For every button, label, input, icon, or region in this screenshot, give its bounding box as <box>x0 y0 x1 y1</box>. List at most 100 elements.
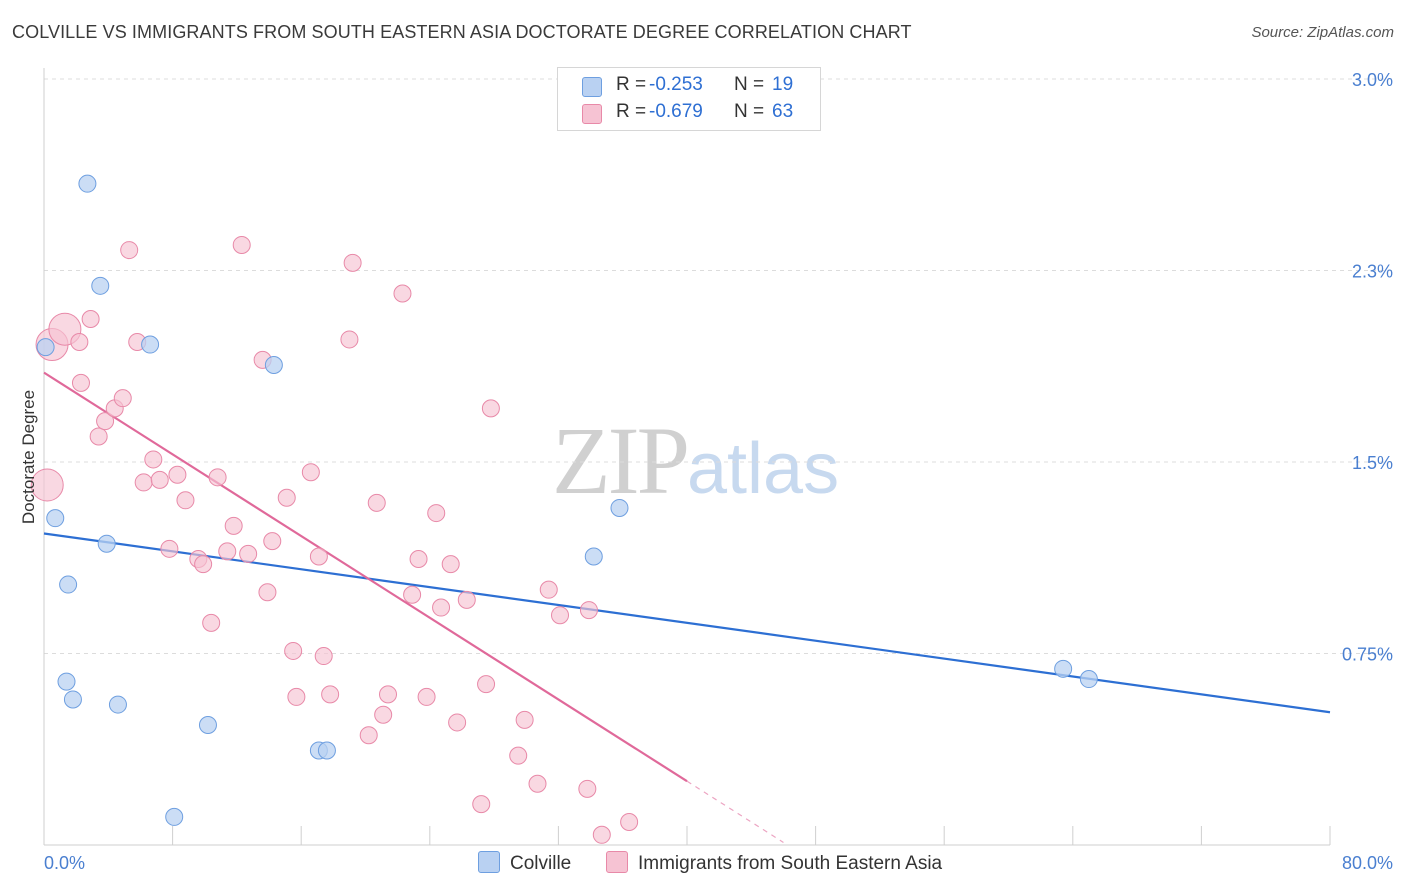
immigrants-n-value: 63 <box>772 101 794 122</box>
x-tick-label: 80.0% <box>1342 853 1393 873</box>
x-tick-labels: 0.0% 80.0% <box>44 853 1393 873</box>
immigrants-point <box>343 253 362 272</box>
colville-point <box>108 695 127 714</box>
immigrants-point <box>417 687 436 706</box>
immigrants-point <box>379 685 398 704</box>
chart-title: COLVILLE VS IMMIGRANTS FROM SOUTH EASTER… <box>12 22 912 42</box>
immigrants-point <box>592 825 611 844</box>
axes <box>43 68 1331 846</box>
colville-point <box>1079 670 1098 689</box>
stats-legend: R = -0.253 N = 19 R = -0.679 N = 63 <box>557 67 821 131</box>
colville-point <box>97 534 116 553</box>
immigrants-point <box>224 516 243 535</box>
immigrants-point <box>113 389 132 408</box>
immigrants-point <box>432 598 451 617</box>
colville-point <box>91 276 110 295</box>
immigrants-r-label: R = <box>616 101 647 122</box>
bottom-legend-immigrants: Immigrants from South Eastern Asia <box>606 851 942 875</box>
immigrants-n-label: N = <box>734 101 765 122</box>
y-tick-label: 0.75% <box>1342 645 1393 665</box>
immigrants-point <box>477 675 496 694</box>
colville-n-label: N = <box>734 74 765 95</box>
immigrants-point <box>208 468 227 487</box>
immigrants-point <box>409 550 428 569</box>
immigrants-point <box>71 373 90 392</box>
immigrants-swatch <box>582 104 602 124</box>
y-tick-label: 3.0% <box>1352 70 1393 90</box>
immigrants-point <box>403 585 422 604</box>
immigrants-point <box>457 590 476 609</box>
watermark: ZIPatlas <box>552 405 839 516</box>
y-tick-labels: 0.75% 1.5% 2.3% 3.0% <box>1342 70 1393 665</box>
colville-point <box>78 174 97 193</box>
immigrants-point <box>441 555 460 574</box>
immigrants-point <box>321 685 340 704</box>
immigrants-point <box>367 493 386 512</box>
immigrants-point <box>448 713 467 732</box>
colville-point <box>610 498 629 517</box>
immigrants-point <box>70 332 89 351</box>
immigrants-point <box>374 705 393 724</box>
colville-n-value: 19 <box>772 74 794 95</box>
immigrants-point <box>120 241 139 260</box>
immigrants-point <box>81 310 100 329</box>
immigrants-point <box>301 463 320 482</box>
colville-point <box>57 672 76 691</box>
immigrants-point <box>194 555 213 574</box>
immigrants-r-value: -0.679 <box>649 101 703 122</box>
colville-point <box>36 338 55 357</box>
y-tick-label: 1.5% <box>1352 453 1393 473</box>
colville-point <box>63 690 82 709</box>
chart-source: Source: ZipAtlas.com <box>1251 24 1394 41</box>
gridlines <box>44 78 1392 654</box>
immigrants-point <box>239 544 258 563</box>
immigrants-point <box>393 284 412 303</box>
y-tick-label: 2.3% <box>1352 262 1393 282</box>
colville-trendline <box>43 532 1331 714</box>
immigrants-point <box>144 450 163 469</box>
colville-points <box>36 174 1098 826</box>
watermark-zip: ZIP <box>552 407 690 514</box>
colville-r-label: R = <box>616 74 647 95</box>
immigrants-trendline-group <box>43 371 784 843</box>
immigrants-point <box>472 795 491 814</box>
colville-point <box>59 575 78 594</box>
colville-point <box>46 509 65 528</box>
immigrants-point <box>263 532 282 551</box>
immigrants-point <box>202 613 221 632</box>
immigrants-point <box>89 427 108 446</box>
immigrants-point <box>620 813 639 832</box>
colville-legend-swatch <box>478 851 500 873</box>
colville-point <box>1054 659 1073 678</box>
colville-r-value: -0.253 <box>649 74 703 95</box>
immigrants-point <box>427 504 446 523</box>
immigrants-point <box>539 580 558 599</box>
immigrants-point <box>528 774 547 793</box>
immigrants-point <box>160 539 179 558</box>
watermark-atlas: atlas <box>687 429 840 509</box>
bottom-legend-colville: Colville <box>478 851 571 875</box>
colville-point <box>198 715 217 734</box>
immigrants-point <box>134 473 153 492</box>
immigrants-point <box>340 330 359 349</box>
colville-trendline-group <box>43 532 1331 714</box>
immigrants-legend-swatch <box>606 851 628 873</box>
immigrants-point <box>287 687 306 706</box>
immigrants-point <box>515 710 534 729</box>
colville-swatch <box>582 77 602 97</box>
immigrants-legend-label: Immigrants from South Eastern Asia <box>638 853 943 874</box>
colville-legend-label: Colville <box>510 853 572 874</box>
immigrants-point <box>150 470 169 489</box>
immigrants-point <box>168 465 187 484</box>
y-axis-label: Doctorate Degree <box>19 390 38 524</box>
colville-point <box>317 741 336 760</box>
immigrants-point <box>314 647 333 666</box>
immigrants-point <box>176 491 195 510</box>
immigrants-point <box>218 542 237 561</box>
immigrants-point <box>309 547 328 566</box>
colville-point <box>165 807 184 826</box>
immigrants-point <box>96 412 115 431</box>
colville-point <box>264 355 283 374</box>
x-tick-label: 0.0% <box>44 853 85 873</box>
